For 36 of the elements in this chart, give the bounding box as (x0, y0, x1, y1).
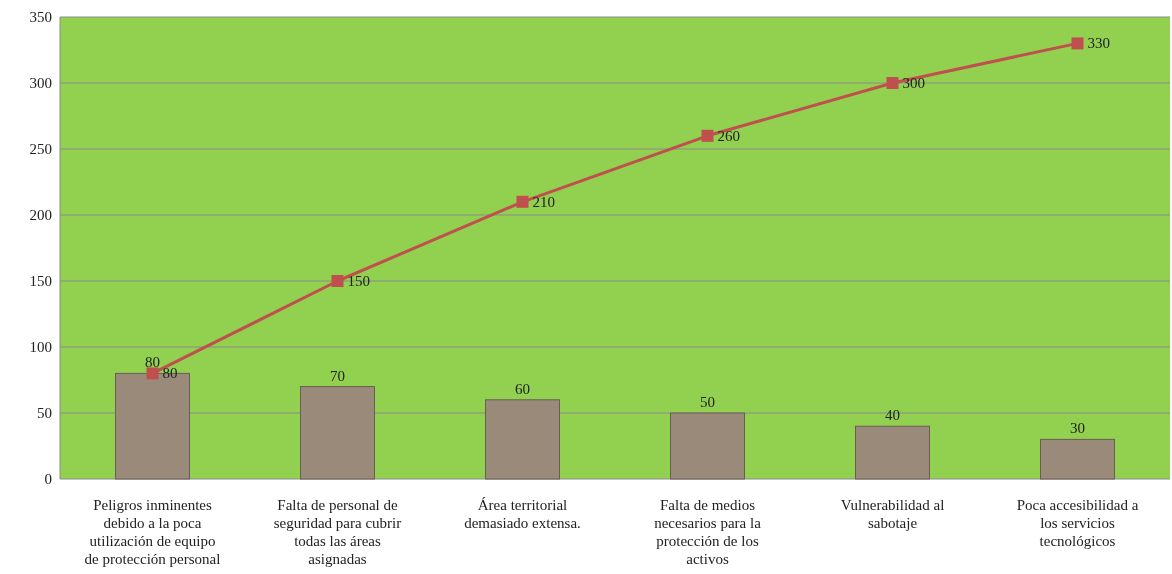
x-tick-label: Peligros inminentes debido a la poca utilización de equipo de protección personal (84, 497, 221, 567)
data-label: 40 (885, 407, 900, 424)
bar (1040, 438, 1115, 480)
bar (300, 386, 375, 480)
data-label: 210 (532, 193, 555, 210)
y-tick-label: 100 (29, 339, 52, 355)
point (146, 367, 159, 380)
y-tick-label: 350 (29, 9, 52, 25)
data-label: 260 (717, 127, 740, 144)
data-label: 330 (1087, 35, 1110, 52)
point (331, 275, 344, 287)
y-tick-label: 0 (44, 471, 52, 487)
y-tick-label: 200 (29, 207, 52, 223)
data-label: 150 (347, 273, 370, 289)
y-tick-label: 300 (29, 75, 52, 91)
x-tick-label: Falta de personal de seguridad para cubrir todas las áreas asignadas (273, 497, 402, 567)
point (886, 77, 899, 89)
data-label: 300 (902, 75, 925, 91)
data-label: 80 (145, 354, 160, 371)
data-label: 70 (330, 367, 345, 384)
x-tick-label: Poca accesibilidad a los servicios tecnológicos (1016, 497, 1139, 549)
x-tick-label: Falta de medios necesarios para la protección de los activos (654, 497, 762, 567)
point (701, 129, 714, 142)
y-tick-label: 250 (29, 141, 52, 157)
x-tick-label: Vulnerabilidad al sabotaje (840, 497, 945, 531)
data-label: 30 (1070, 420, 1085, 437)
data-label: 60 (515, 380, 530, 397)
bar (485, 399, 560, 480)
data-label: 50 (700, 394, 715, 410)
y-tick-label: 50 (37, 405, 52, 421)
x-tick-label: Área territorial demasiado extensa. (464, 497, 581, 531)
point (1071, 37, 1084, 50)
bar (670, 412, 745, 480)
y-tick-label: 150 (29, 273, 52, 289)
point (516, 195, 529, 208)
bar (855, 425, 930, 480)
